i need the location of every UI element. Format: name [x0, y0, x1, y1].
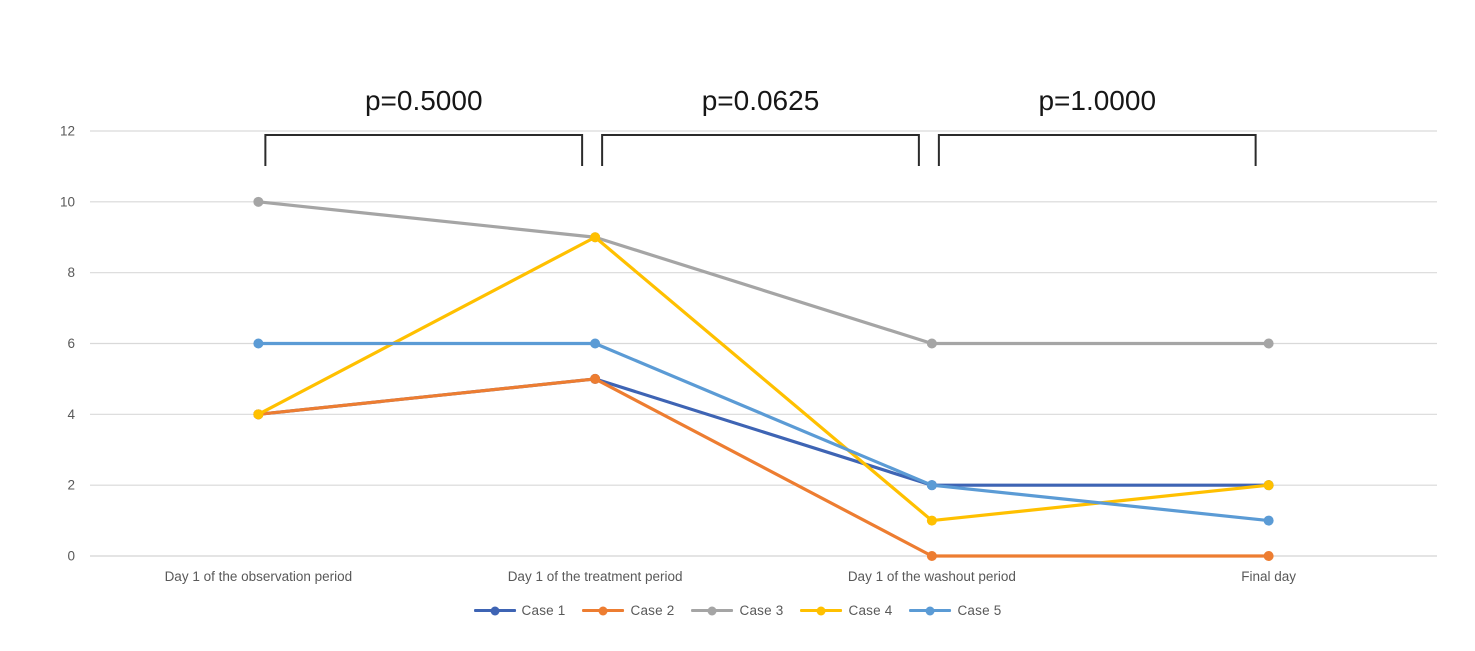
- significance-bracket-2: [937, 134, 1257, 166]
- series-marker-case-5: [926, 480, 937, 491]
- legend-label: Case 4: [848, 603, 893, 618]
- y-axis-tick-label: 8: [67, 265, 75, 280]
- series-marker-case-3: [253, 196, 264, 207]
- series-marker-case-5: [1263, 515, 1274, 526]
- y-axis-tick-label: 12: [60, 124, 75, 139]
- legend-item-case-1: Case 1: [473, 603, 566, 618]
- y-axis-tick-label: 10: [60, 194, 75, 209]
- series-line-case-4: [256, 235, 1271, 523]
- legend-label: Case 2: [630, 603, 675, 618]
- series-marker-case-5: [590, 338, 601, 349]
- y-axis-tick-label: 0: [67, 549, 75, 564]
- legend-line-marker-icon: [691, 606, 734, 615]
- p-value-label: p=0.5000: [365, 85, 483, 116]
- legend-item-case-3: Case 3: [691, 603, 784, 618]
- legend-line-marker-icon: [800, 606, 843, 615]
- p-value-label: p=1.0000: [1038, 85, 1156, 116]
- x-axis-category-label: Final day: [1241, 569, 1296, 584]
- series-marker-case-4: [1263, 480, 1274, 491]
- series-marker-case-5: [253, 338, 264, 349]
- series-line-case-3: [256, 200, 1271, 346]
- y-axis-tick-label: 6: [67, 336, 75, 351]
- p-value-label: p=0.0625: [702, 85, 820, 116]
- legend-dot-icon: [490, 606, 500, 615]
- legend-label: Case 5: [957, 603, 1002, 618]
- legend-line-marker-icon: [909, 606, 952, 615]
- series-line-case-2: [256, 377, 1271, 558]
- series-marker-case-2: [926, 551, 937, 561]
- x-axis-category-label: Day 1 of the observation period: [165, 569, 353, 584]
- significance-bracket-1: [601, 134, 920, 166]
- x-axis-category-label: Day 1 of the treatment period: [508, 569, 683, 584]
- legend-dot-icon: [599, 606, 609, 615]
- series-marker-case-2: [590, 373, 601, 384]
- y-axis-tick-label: 2: [67, 478, 75, 493]
- series-marker-case-2: [1263, 551, 1274, 561]
- y-axis-tick-label: 4: [67, 407, 75, 422]
- legend-label: Case 1: [521, 603, 566, 618]
- legend-item-case-2: Case 2: [582, 603, 675, 618]
- series-marker-case-4: [926, 515, 937, 526]
- chart-legend: Case 1 Case 2 Case 3 Case 4 Case 5: [473, 603, 1002, 618]
- series-marker-case-3: [1263, 338, 1274, 349]
- series-marker-case-4: [253, 409, 264, 420]
- significance-bracket-0: [264, 134, 584, 166]
- legend-dot-icon: [816, 606, 826, 615]
- series-marker-case-3: [926, 338, 937, 349]
- legend-line-marker-icon: [582, 606, 625, 615]
- legend-line-marker-icon: [473, 606, 516, 615]
- legend-item-case-4: Case 4: [800, 603, 892, 618]
- legend-dot-icon: [925, 606, 935, 615]
- x-axis-category-label: Day 1 of the washout period: [848, 569, 1016, 584]
- legend-label: Case 3: [739, 603, 784, 618]
- legend-dot-icon: [708, 606, 718, 615]
- legend-item-case-5: Case 5: [909, 603, 1001, 618]
- series-line-case-5: [256, 341, 1271, 523]
- series-marker-case-4: [590, 232, 601, 243]
